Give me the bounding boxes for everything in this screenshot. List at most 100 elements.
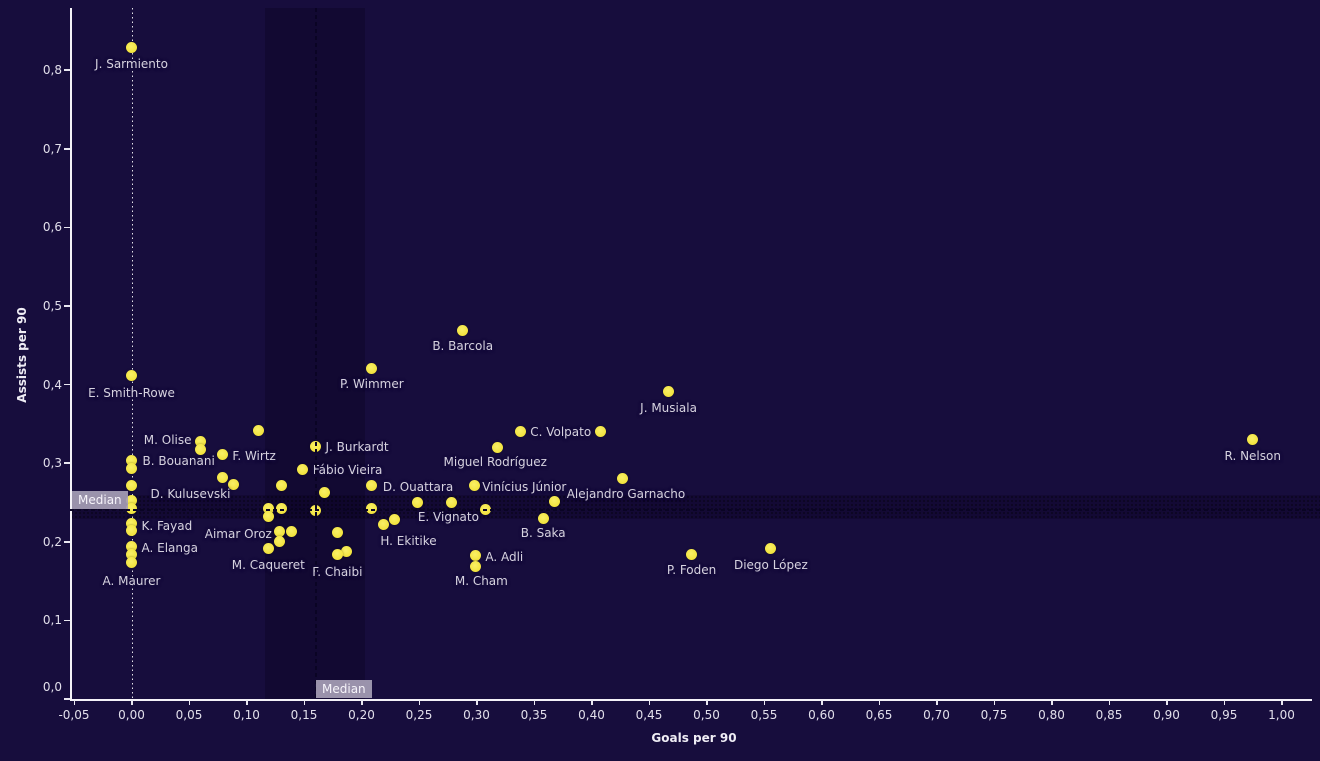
x-tick-label: 0,05 — [175, 708, 203, 722]
x-tick — [993, 700, 995, 705]
scatter-point[interactable] — [412, 497, 424, 508]
y-tick-label: 0,2 — [42, 534, 62, 549]
y-tick — [64, 698, 70, 700]
y-tick-label: 0,1 — [42, 613, 62, 628]
x-tick-label: 0,85 — [1095, 708, 1123, 722]
scatter-point[interactable] — [469, 550, 481, 562]
x-tick — [131, 700, 133, 705]
scatter-point[interactable] — [331, 526, 343, 538]
scatter-point[interactable] — [216, 471, 228, 483]
player-label: B. Barcola — [432, 339, 494, 354]
scatter-point[interactable] — [297, 463, 309, 475]
y-tick — [64, 619, 70, 622]
y-tick — [64, 462, 70, 464]
x-tick-label: 0,25 — [405, 708, 433, 722]
player-label: Vinícius Júnior — [482, 479, 567, 494]
player-label: Aimar Oroz — [204, 526, 272, 541]
scatter-point[interactable] — [262, 511, 274, 523]
scatter-point[interactable] — [126, 494, 137, 506]
player-label: B. Saka — [520, 526, 566, 541]
scatter-point[interactable] — [469, 560, 481, 572]
scatter-point[interactable] — [126, 518, 137, 530]
scatter-point[interactable] — [377, 519, 389, 530]
scatter-point[interactable] — [195, 443, 206, 455]
scatter-point[interactable] — [1247, 434, 1259, 446]
x-tick — [1051, 700, 1053, 705]
scatter-point[interactable] — [252, 425, 264, 437]
scatter-point[interactable] — [126, 480, 137, 492]
scatter-point[interactable] — [285, 526, 297, 538]
scatter-point[interactable] — [126, 41, 137, 53]
scatter-point[interactable] — [549, 496, 561, 508]
scatter-point[interactable] — [126, 463, 137, 475]
scatter-point[interactable] — [262, 542, 274, 554]
scatter-point[interactable] — [216, 449, 228, 461]
scatter-point[interactable] — [331, 548, 343, 560]
scatter-point[interactable] — [126, 502, 137, 514]
x-tick-label: 0,50 — [693, 708, 720, 722]
x-tick — [936, 700, 938, 705]
scatter-point[interactable] — [491, 441, 503, 453]
scatter-point[interactable] — [765, 543, 777, 555]
scatter-point[interactable] — [468, 480, 480, 492]
x-tick — [361, 700, 363, 705]
scatter-point[interactable] — [366, 363, 378, 375]
player-label: P. Foden — [666, 563, 717, 578]
scatter-point[interactable] — [617, 472, 629, 484]
player-label: J. Burkardt — [325, 439, 389, 454]
scatter-point[interactable] — [274, 526, 286, 538]
scatter-point[interactable] — [686, 548, 698, 560]
x-tick-label: 0,35 — [520, 708, 548, 722]
player-label: Fábio Vieira — [312, 463, 383, 478]
player-label: E. Smith-Rowe — [88, 385, 175, 400]
scatter-point[interactable] — [275, 502, 287, 514]
scatter-point[interactable] — [366, 502, 378, 514]
median-y-label: Median — [72, 491, 128, 509]
player-label: P. Wimmer — [340, 376, 404, 391]
scatter-point[interactable] — [126, 455, 137, 467]
player-label: B. Bouanani — [142, 453, 215, 468]
scatter-point[interactable] — [262, 502, 274, 514]
scatter-point[interactable] — [341, 545, 353, 557]
player-label: A. Elanga — [141, 540, 198, 555]
scatter-point[interactable] — [126, 556, 137, 568]
x-tick-label: 0,45 — [635, 708, 663, 722]
player-label: F. Wirtz — [232, 448, 276, 463]
x-tick-label: 0,60 — [808, 708, 835, 722]
scatter-point[interactable] — [228, 478, 240, 490]
x-tick-label: 0,95 — [1210, 708, 1238, 722]
y-tick-label: 0,8 — [42, 63, 62, 78]
scatter-point[interactable] — [274, 535, 286, 547]
player-label: A. Maurer — [102, 574, 161, 589]
player-label: K. Fayad — [141, 518, 193, 533]
scatter-point[interactable] — [445, 497, 457, 508]
x-tick-label: 0,40 — [578, 708, 605, 722]
scatter-point[interactable] — [319, 486, 331, 498]
scatter-point[interactable] — [126, 525, 137, 537]
player-label: R. Nelson — [1224, 448, 1281, 463]
player-label: Alejandro Garnacho — [566, 486, 686, 501]
scatter-point[interactable] — [126, 370, 137, 382]
scatter-point[interactable] — [389, 513, 401, 525]
scatter-point[interactable] — [275, 480, 287, 492]
x-axis-title: Goals per 90 — [651, 731, 737, 745]
y-tick-label: 0,4 — [42, 377, 62, 392]
scatter-point[interactable] — [595, 426, 607, 438]
scatter-point[interactable] — [537, 512, 549, 524]
y-tick-label: 0,7 — [42, 141, 62, 156]
scatter-point[interactable] — [514, 426, 526, 438]
x-tick — [1166, 700, 1168, 705]
scatter-point[interactable] — [663, 386, 675, 398]
zero-reference-line — [131, 8, 133, 699]
x-tick — [591, 700, 593, 705]
x-tick — [418, 700, 420, 705]
median-y-band — [70, 494, 1320, 519]
y-tick-label: 0,5 — [42, 299, 62, 313]
scatter-point[interactable] — [126, 548, 137, 560]
scatter-point[interactable] — [366, 480, 378, 492]
scatter-point[interactable] — [457, 324, 469, 336]
scatter-point[interactable] — [126, 541, 137, 553]
scatter-point[interactable] — [195, 435, 206, 447]
x-axis-line — [70, 699, 1312, 701]
